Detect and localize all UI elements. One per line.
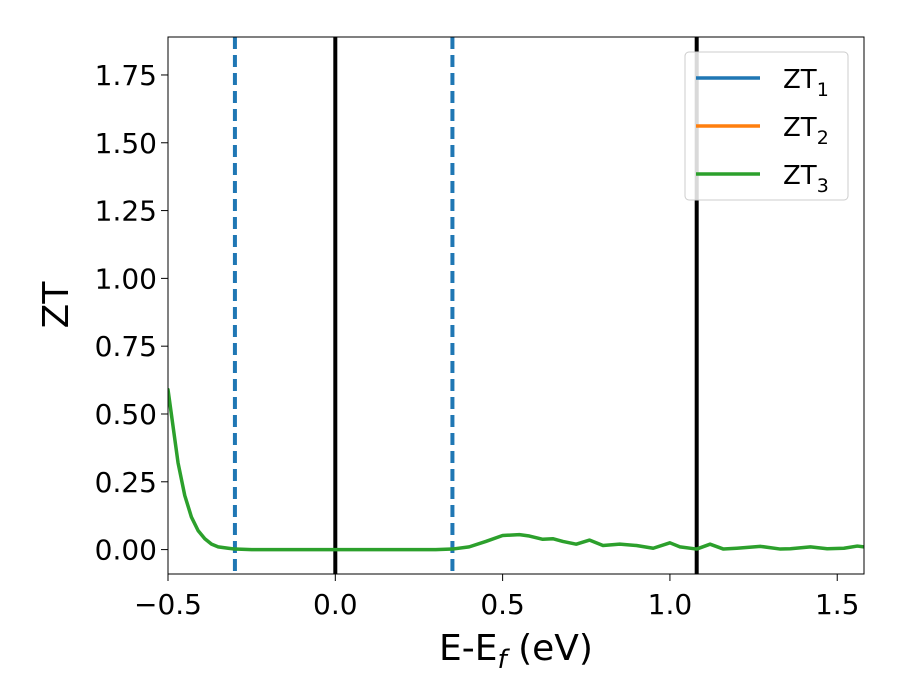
x-axis-label: E-Ef (eV) bbox=[439, 628, 593, 675]
y-tick-label: 1.00 bbox=[95, 262, 157, 295]
x-axis-label-main: E-E bbox=[439, 628, 497, 669]
reference-lines bbox=[232, 37, 699, 574]
y-axis-label: ZT bbox=[36, 281, 77, 329]
y-axis-ticks: 0.00 0.25 0.50 0.75 1.00 1.25 1.50 1.75 bbox=[95, 59, 168, 567]
y-tick-label: 0.00 bbox=[95, 534, 157, 567]
x-tick-label: 0.0 bbox=[313, 588, 358, 621]
y-tick-label: 1.25 bbox=[95, 195, 157, 228]
x-axis-ticks: −0.5 0.0 0.5 1.0 1.5 bbox=[134, 574, 859, 621]
x-tick-label: 0.5 bbox=[480, 588, 525, 621]
y-tick-label: 1.75 bbox=[95, 59, 157, 92]
legend: ZT1 ZT2 ZT3 bbox=[684, 51, 849, 201]
y-tick-label: 0.50 bbox=[95, 398, 157, 431]
legend-box bbox=[684, 51, 849, 201]
plot-frame bbox=[167, 36, 865, 575]
legend-label-2: ZT2 bbox=[783, 113, 829, 149]
legend-label-1: ZT1 bbox=[783, 65, 829, 101]
series-lines bbox=[168, 387, 864, 552]
x-tick-label: −0.5 bbox=[134, 588, 202, 621]
x-tick-label: 1.0 bbox=[648, 588, 693, 621]
legend-label-3: ZT3 bbox=[783, 161, 829, 197]
series-line-3 bbox=[168, 387, 864, 552]
x-axis-label-unit: (eV) bbox=[507, 628, 593, 669]
y-tick-label: 0.25 bbox=[95, 466, 157, 499]
y-tick-label: 0.75 bbox=[95, 330, 157, 363]
y-tick-label: 1.50 bbox=[95, 127, 157, 160]
x-tick-label: 1.5 bbox=[815, 588, 860, 621]
